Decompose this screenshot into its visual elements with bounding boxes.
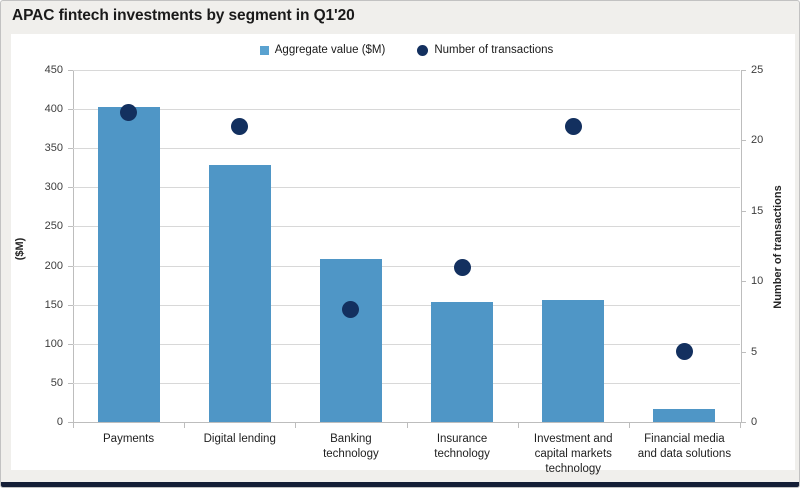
bar-banking-technology xyxy=(319,259,382,422)
left-axis-tick xyxy=(68,304,73,306)
left-axis-tick xyxy=(68,109,73,111)
bar-insurance-technology xyxy=(431,302,494,422)
right-axis-tick xyxy=(741,210,746,212)
x-axis-label-investment-and-capital-markets-technology: Investment and capital markets technolog… xyxy=(533,433,613,475)
gridline xyxy=(73,226,740,228)
left-axis-tick-label: 200 xyxy=(44,259,63,272)
right-axis-tick xyxy=(741,140,746,142)
dot-financial-media-and-data-solutions xyxy=(675,343,693,361)
bar-investment-and-capital-markets-technology xyxy=(542,299,605,422)
x-axis-tick xyxy=(73,423,74,428)
bar-digital-lending xyxy=(208,165,271,422)
left-axis-tick-label: 250 xyxy=(44,220,63,233)
left-axis-tick xyxy=(68,265,73,267)
left-axis-tick xyxy=(68,382,73,384)
right-axis-tick xyxy=(741,281,746,283)
left-axis-tick-label: 150 xyxy=(44,298,63,311)
legend-marker-square xyxy=(259,45,269,55)
gridline xyxy=(73,343,740,345)
x-axis-label-payments: Payments xyxy=(103,433,155,445)
gridline xyxy=(73,109,740,111)
left-axis-tick xyxy=(68,187,73,189)
left-axis-tick xyxy=(68,343,73,345)
gridline xyxy=(73,148,740,150)
left-axis-tick-label: 400 xyxy=(44,103,63,116)
left-axis-tick xyxy=(68,226,73,228)
gridline xyxy=(73,265,740,267)
gridline xyxy=(73,70,740,71)
x-axis-label-insurance-technology: Insurance technology xyxy=(434,433,490,460)
legend-marker-circle xyxy=(417,44,429,56)
x-axis-tick xyxy=(628,423,630,428)
left-axis-tick xyxy=(68,70,73,71)
dot-digital-lending xyxy=(231,117,249,135)
gridline xyxy=(73,382,740,384)
bar-financial-media-and-data-solutions xyxy=(653,409,716,422)
left-axis-title: ($M) xyxy=(14,237,26,261)
x-axis-tick xyxy=(740,423,741,428)
left-axis-tick-label: 0 xyxy=(56,416,63,428)
x-axis-tick xyxy=(517,423,519,428)
left-axis-tick-label: 100 xyxy=(44,337,63,350)
chart-legend: Aggregate value ($M) Number of transactio… xyxy=(73,42,740,58)
left-axis-tick xyxy=(68,422,73,423)
bar-payments xyxy=(97,106,160,422)
right-axis-tick-label: 15 xyxy=(751,204,764,217)
x-axis-tick xyxy=(184,423,186,428)
chart-panel: Aggregate value ($M) Number of transactio… xyxy=(11,34,795,475)
left-axis-tick-label: 350 xyxy=(44,142,63,155)
right-axis-tick-label: 5 xyxy=(751,345,758,358)
dot-banking-technology xyxy=(342,300,360,318)
gridline xyxy=(73,187,740,189)
left-axis-tick-label: 300 xyxy=(44,181,63,194)
gridline xyxy=(73,304,740,306)
x-axis-label-digital-lending: Digital lending xyxy=(203,433,276,445)
plot-area xyxy=(73,70,742,423)
chart-title: APAC fintech investments by segment in Q… xyxy=(12,7,355,24)
bottom-accent-border xyxy=(1,482,799,487)
right-axis-tick xyxy=(741,351,746,353)
left-axis-tick-label: 450 xyxy=(44,64,63,76)
right-axis-tick xyxy=(741,422,746,423)
legend-item: Aggregate value ($M) xyxy=(259,44,386,56)
right-axis-tick-label: 0 xyxy=(751,416,758,428)
chart-title-bar: APAC fintech investments by segment in Q… xyxy=(1,1,799,34)
x-axis-tick xyxy=(295,423,297,428)
x-axis-label-financial-media-and-data-solutions: Financial media and data solutions xyxy=(637,433,732,460)
dot-insurance-technology xyxy=(453,258,471,276)
legend-item: Number of transactions xyxy=(417,44,553,56)
dot-investment-and-capital-markets-technology xyxy=(564,117,582,135)
right-axis-tick-label: 10 xyxy=(751,275,764,288)
right-axis-title: Number of transactions xyxy=(772,185,784,309)
x-axis-tick xyxy=(406,423,408,428)
left-axis-tick xyxy=(68,148,73,150)
legend-label: Number of transactions xyxy=(434,44,554,56)
dot-payments xyxy=(120,103,138,121)
right-axis-tick xyxy=(741,70,746,71)
right-axis-tick-label: 25 xyxy=(751,64,764,76)
x-axis-label-banking-technology: Banking technology xyxy=(323,433,379,460)
legend-label: Aggregate value ($M) xyxy=(274,44,386,56)
left-axis-tick-label: 50 xyxy=(50,376,63,389)
right-axis-tick-label: 20 xyxy=(751,134,764,147)
